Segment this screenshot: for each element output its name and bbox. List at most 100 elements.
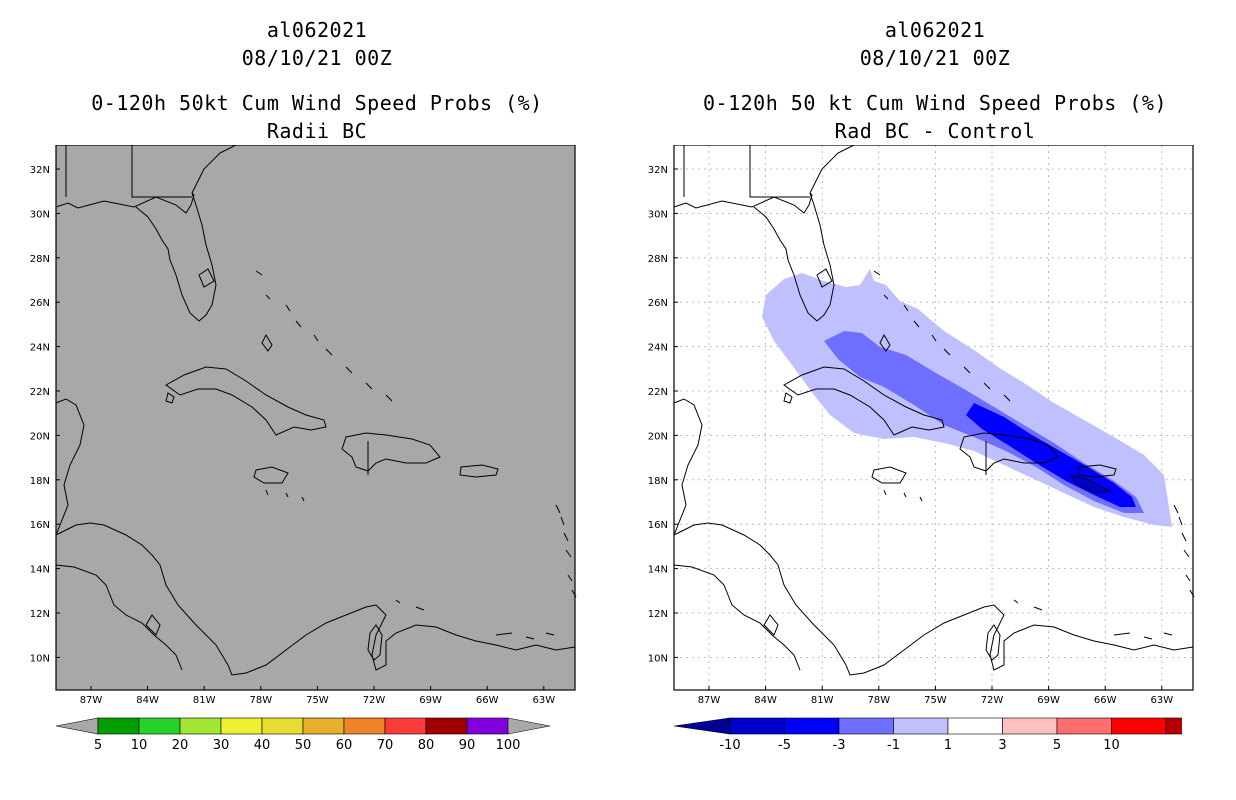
latitude-tick-label: 30N [30,209,50,220]
colorbar-label: 10 [131,738,148,753]
longitude-tick-label: 84W [754,695,777,705]
colorbar-label: 60 [336,738,353,753]
colorbar-swatch [425,717,468,735]
colorbar-label: 10 [1103,738,1120,753]
left-colorbar: 5 10 20 30 40 50 60 70 80 90 100 [56,717,551,753]
latitude-tick-label: 12N [648,609,668,620]
longitude-tick-label: 87W [698,695,721,705]
left-latitude-labels: 32N 30N 28N 26N 24N 22N 20N 18N 16N 14N 12N 10N [30,165,60,664]
latitude-tick-label: 32N [648,165,668,176]
colorbar-label: 40 [254,738,271,753]
longitude-tick-label: 69W [419,695,442,705]
latitude-tick-label: 14N [30,565,50,576]
right-colorbar: -10 -5 -3 -1 1 3 5 10 [673,717,1182,753]
colorbar-label: -1 [887,738,900,753]
colorbar-label: 5 [94,738,102,753]
latitude-tick-label: 20N [30,431,50,442]
latitude-tick-label: 24N [648,343,668,354]
longitude-tick-label: 63W [532,695,555,705]
right-product-title: 0-120h 50 kt Cum Wind Speed Probs (%) [702,91,1168,115]
longitude-tick-label: 75W [924,695,947,705]
latitude-tick-label: 32N [30,165,50,176]
longitude-tick-label: 87W [80,695,103,705]
latitude-tick-label: 18N [648,476,668,487]
longitude-tick-label: 84W [136,695,159,705]
right-gridlines [674,145,1193,690]
contour-minus10 [1068,474,1112,494]
latitude-tick-label: 28N [30,254,50,265]
longitude-tick-label: 81W [193,695,216,705]
colorbar-swatch [220,717,263,735]
latitude-tick-label: 26N [30,298,50,309]
colorbar-label: 100 [496,738,521,753]
colorbar-label: 70 [377,738,394,753]
latitude-tick-label: 30N [648,209,668,220]
longitude-tick-label: 66W [1094,695,1117,705]
right-coastlines [673,145,1195,676]
latitude-tick-label: 16N [648,520,668,531]
latitude-tick-label: 22N [648,387,668,398]
right-longitude-labels: 87W 84W 81W 78W 75W 72W 69W 66W 63W [698,686,1173,705]
colorbar-low-end [673,717,731,735]
latitude-tick-label: 22N [30,387,50,398]
left-datetime: 08/10/21 00Z [241,46,393,70]
right-latitude-labels: 32N 30N 28N 26N 24N 22N 20N 18N 16N 14N 12N 10N [648,165,678,664]
colorbar-high-end [507,717,551,735]
colorbar-swatch [97,717,140,735]
colorbar-swatch [343,717,386,735]
right-map-panel: 32N 30N 28N 26N 24N 22N 20N 18N 16N 14N 12N 10N 87W… [648,145,1195,705]
colorbar-swatch [1165,717,1182,735]
left-subtitle: Radii BC [266,119,368,143]
colorbar-swatch [384,717,427,735]
colorbar-swatch [261,717,304,735]
longitude-tick-label: 72W [363,695,386,705]
latitude-tick-label: 10N [30,653,50,664]
left-map-panel: 32N 30N 28N 26N 24N 22N 20N 18N 16N 14N 12N 10N 87W… [30,145,577,705]
right-datetime: 08/10/21 00Z [859,46,1011,70]
longitude-tick-label: 63W [1150,695,1173,705]
colorbar-swatch [784,717,840,735]
contour-minus5 [966,403,1136,507]
colorbar-label: -5 [778,738,791,753]
colorbar-swatch [466,717,509,735]
right-subtitle: Rad BC - Control [834,119,1036,143]
latitude-tick-label: 20N [648,431,668,442]
colorbar-swatch [179,717,222,735]
longitude-tick-label: 72W [981,695,1004,705]
longitude-tick-label: 75W [306,695,329,705]
latitude-tick-label: 28N [648,254,668,265]
latitude-tick-label: 16N [30,520,50,531]
colorbar-label: -3 [833,738,846,753]
colorbar-label: 90 [459,738,476,753]
right-difference-contours [762,269,1172,527]
right-map-frame [673,145,1194,691]
colorbar-label: -10 [719,738,740,753]
colorbar-swatch [1111,717,1167,735]
left-storm-id: al062021 [266,18,368,42]
colorbar-swatch [893,717,949,735]
longitude-tick-label: 69W [1037,695,1060,705]
latitude-tick-label: 18N [30,476,50,487]
colorbar-label: 30 [213,738,230,753]
left-product-title: 0-120h 50kt Cum Wind Speed Probs (%) [91,91,543,115]
longitude-tick-label: 81W [811,695,834,705]
colorbar-swatch [138,717,181,735]
colorbar-label: 20 [172,738,189,753]
colorbar-label: 5 [1053,738,1061,753]
latitude-tick-label: 24N [30,343,50,354]
longitude-tick-label: 78W [249,695,272,705]
colorbar-label: 1 [944,738,952,753]
colorbar-swatch [838,717,894,735]
left-coastlines [55,145,577,676]
left-longitude-labels: 87W 84W 81W 78W 75W 72W 69W 66W 63W [80,686,555,705]
colorbar-label: 50 [295,738,312,753]
colorbar-swatch [302,717,345,735]
latitude-tick-label: 26N [648,298,668,309]
colorbar-low-end [56,717,99,735]
colorbar-label: 80 [418,738,435,753]
right-storm-id: al062021 [884,18,986,42]
latitude-tick-label: 10N [648,653,668,664]
left-map-frame [55,145,576,691]
colorbar-swatch [947,717,1003,735]
colorbar-swatch [1002,717,1058,735]
